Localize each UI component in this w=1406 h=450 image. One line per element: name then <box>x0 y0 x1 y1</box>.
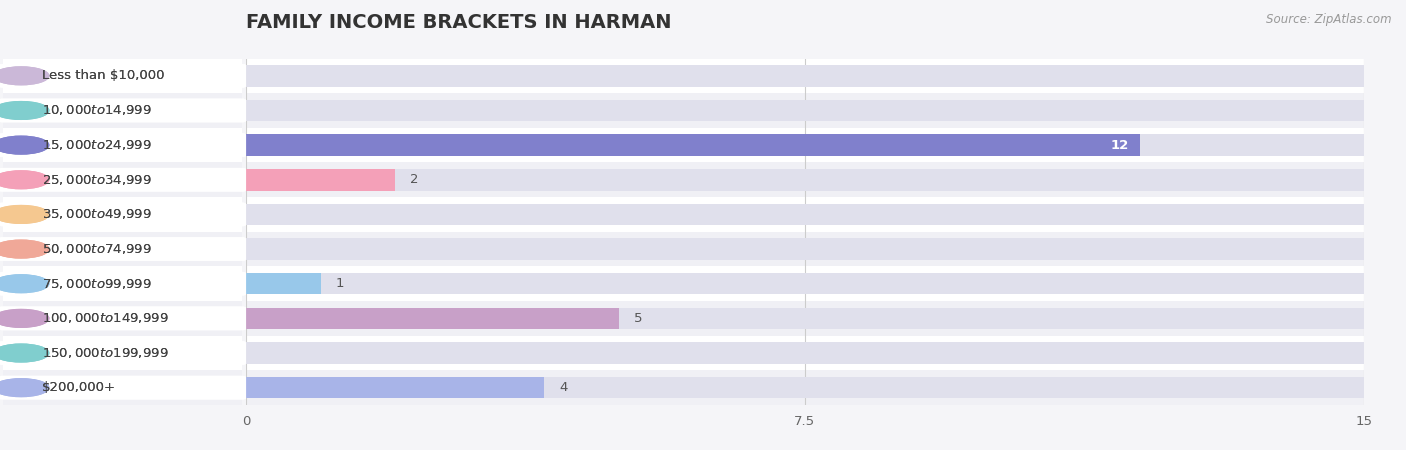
Bar <box>246 135 1364 156</box>
Bar <box>246 58 1364 93</box>
Bar <box>246 238 1364 260</box>
Text: $35,000 to $49,999: $35,000 to $49,999 <box>42 207 152 221</box>
Bar <box>246 169 1364 190</box>
Text: $25,000 to $34,999: $25,000 to $34,999 <box>42 173 152 187</box>
Bar <box>246 370 1364 405</box>
Bar <box>246 232 1364 266</box>
Text: Source: ZipAtlas.com: Source: ZipAtlas.com <box>1267 14 1392 27</box>
Text: $75,000 to $99,999: $75,000 to $99,999 <box>42 277 152 291</box>
Bar <box>246 128 1364 162</box>
Bar <box>246 135 1140 156</box>
Bar <box>246 301 1364 336</box>
Bar <box>246 204 1364 225</box>
Bar <box>246 65 1364 86</box>
Text: $10,000 to $14,999: $10,000 to $14,999 <box>42 104 152 117</box>
Text: $15,000 to $24,999: $15,000 to $24,999 <box>42 138 152 152</box>
Text: $100,000 to $149,999: $100,000 to $149,999 <box>42 311 169 325</box>
Text: $35,000 to $49,999: $35,000 to $49,999 <box>42 207 152 221</box>
Text: $200,000+: $200,000+ <box>42 381 117 394</box>
Text: $150,000 to $199,999: $150,000 to $199,999 <box>42 346 169 360</box>
Bar <box>246 308 619 329</box>
Bar <box>246 308 1364 329</box>
Text: $50,000 to $74,999: $50,000 to $74,999 <box>42 242 152 256</box>
Text: 12: 12 <box>1111 139 1129 152</box>
Text: $15,000 to $24,999: $15,000 to $24,999 <box>42 138 152 152</box>
Text: $75,000 to $99,999: $75,000 to $99,999 <box>42 277 152 291</box>
Bar <box>246 197 1364 232</box>
Bar <box>246 93 1364 128</box>
Text: Less than $10,000: Less than $10,000 <box>42 69 165 82</box>
Text: $200,000+: $200,000+ <box>42 381 117 394</box>
Bar <box>246 377 544 398</box>
Bar <box>246 266 1364 301</box>
Text: 4: 4 <box>560 381 568 394</box>
Text: $10,000 to $14,999: $10,000 to $14,999 <box>42 104 152 117</box>
Bar <box>246 169 395 190</box>
Text: 2: 2 <box>411 173 419 186</box>
Text: $150,000 to $199,999: $150,000 to $199,999 <box>42 346 169 360</box>
Text: $50,000 to $74,999: $50,000 to $74,999 <box>42 242 152 256</box>
Text: 1: 1 <box>336 277 344 290</box>
Bar <box>246 377 1364 398</box>
Bar <box>246 100 1364 121</box>
Bar <box>246 273 321 294</box>
Text: $100,000 to $149,999: $100,000 to $149,999 <box>42 311 169 325</box>
Bar <box>246 342 1364 364</box>
Text: 5: 5 <box>634 312 643 325</box>
Text: FAMILY INCOME BRACKETS IN HARMAN: FAMILY INCOME BRACKETS IN HARMAN <box>246 13 672 32</box>
Bar <box>246 273 1364 294</box>
Bar <box>246 336 1364 370</box>
Text: $25,000 to $34,999: $25,000 to $34,999 <box>42 173 152 187</box>
Text: Less than $10,000: Less than $10,000 <box>42 69 165 82</box>
Bar <box>246 162 1364 197</box>
